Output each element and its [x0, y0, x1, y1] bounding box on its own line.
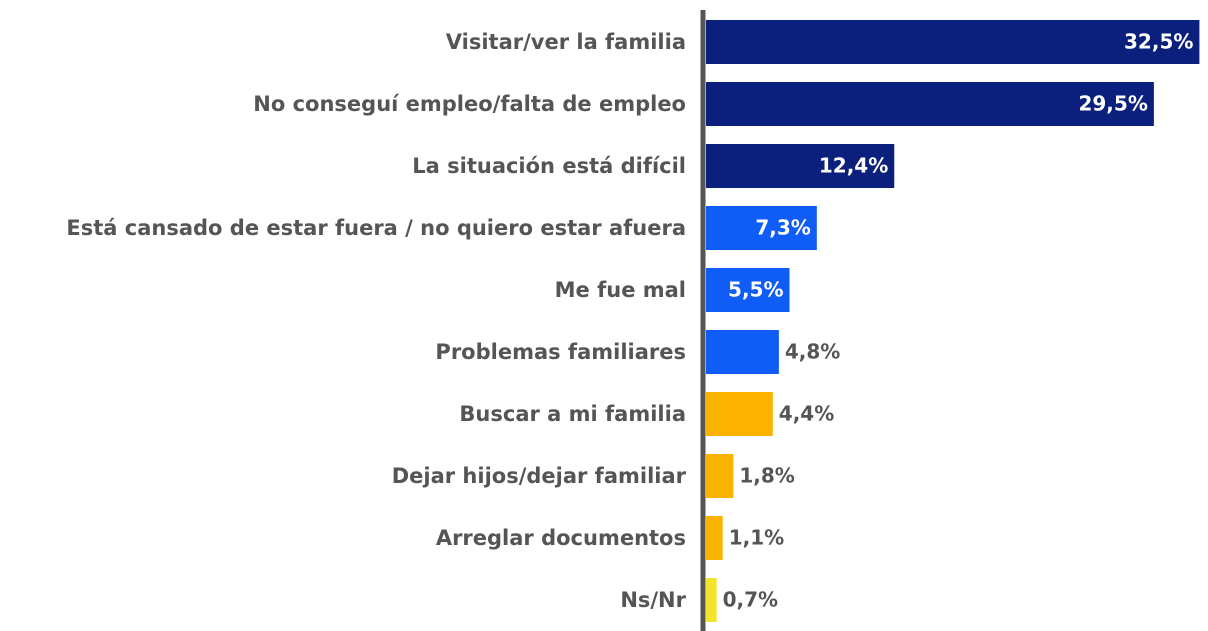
value-label: 7,3%	[755, 216, 810, 240]
bar	[706, 516, 723, 560]
value-label: 29,5%	[1078, 92, 1147, 116]
bar	[706, 392, 773, 436]
category-label: Problemas familiares	[435, 340, 686, 364]
category-label: Buscar a mi familia	[459, 402, 686, 426]
category-label: Dejar hijos/dejar familiar	[392, 464, 687, 488]
value-label: 4,8%	[785, 340, 840, 364]
value-label: 32,5%	[1124, 30, 1193, 54]
category-label: Está cansado de estar fuera / no quiero …	[66, 216, 686, 240]
bar	[706, 454, 734, 498]
bar	[706, 268, 790, 312]
value-label: 12,4%	[819, 154, 888, 178]
category-label: Visitar/ver la familia	[446, 30, 686, 54]
value-label: 5,5%	[728, 278, 783, 302]
category-label: La situación está difícil	[412, 154, 686, 178]
value-label: 1,1%	[729, 526, 784, 550]
bar	[706, 20, 1200, 64]
bar	[706, 578, 717, 622]
category-label: Arreglar documentos	[436, 526, 686, 550]
value-label: 1,8%	[739, 464, 794, 488]
value-label: 0,7%	[723, 588, 778, 612]
bar	[706, 144, 895, 188]
bar	[706, 82, 1154, 126]
value-label: 4,4%	[779, 402, 834, 426]
category-label: Ns/Nr	[620, 588, 686, 612]
category-label: Me fue mal	[555, 278, 686, 302]
bar	[706, 330, 779, 374]
category-label: No conseguí empleo/falta de empleo	[253, 92, 686, 116]
bar	[706, 206, 817, 250]
